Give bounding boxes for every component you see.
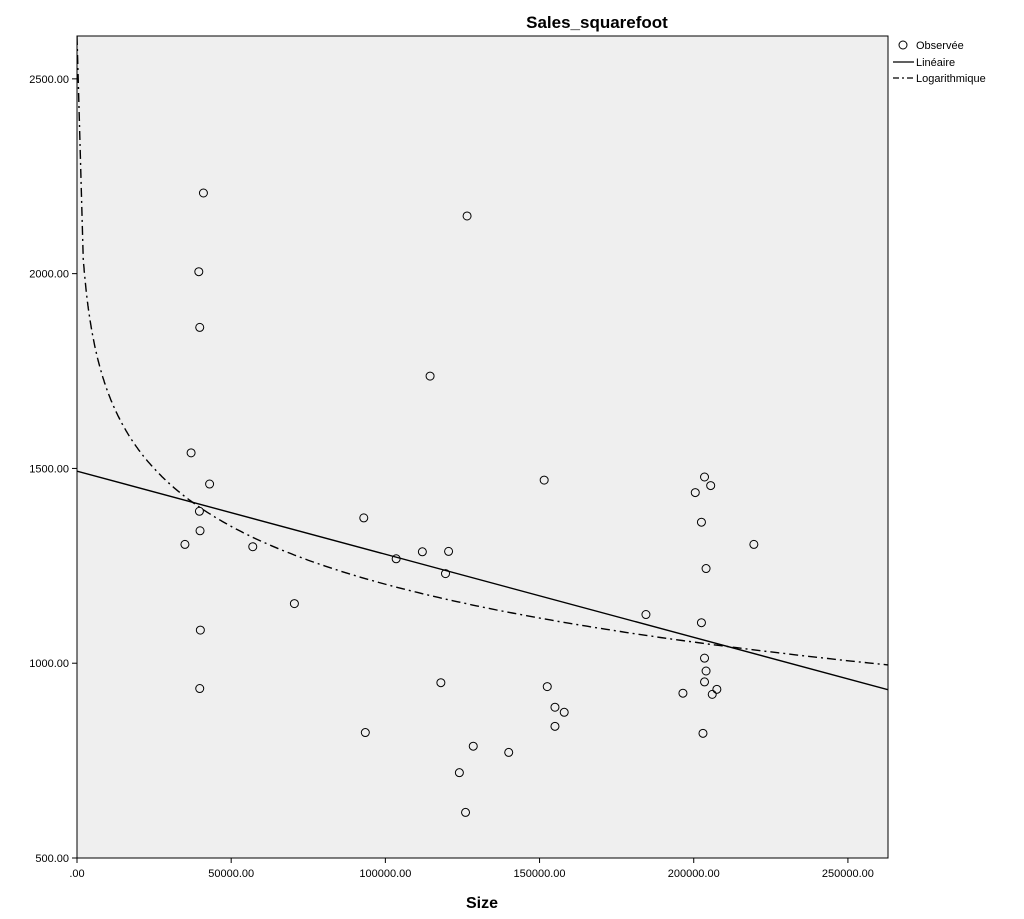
observed-point: [194, 267, 204, 277]
observed-point: [198, 188, 208, 198]
legend-observed-label: Observée: [916, 40, 964, 52]
observed-point: [180, 539, 190, 549]
observed-point: [559, 707, 569, 717]
observed-point: [690, 488, 700, 498]
y-tick-label: 500.00: [35, 853, 69, 865]
observed-point: [454, 768, 464, 778]
observed-point: [248, 542, 258, 552]
linear-fit-line: [77, 470, 888, 691]
plot-area: [76, 35, 889, 859]
observed-point: [194, 506, 204, 516]
legend: Observée Linéaire Logarithmique: [893, 40, 986, 85]
y-axis: 500.00 1000.00 1500.00 2000.00 2500.00: [29, 74, 77, 865]
observed-point: [707, 689, 717, 699]
x-tick-label: 100000.00: [359, 868, 411, 880]
observed-point: [706, 481, 716, 491]
observed-point: [700, 472, 710, 482]
chart-title: Sales_squarefoot: [526, 13, 668, 32]
y-tick-label: 2500.00: [29, 74, 69, 86]
observed-point: [425, 371, 435, 381]
observed-point: [700, 653, 710, 663]
observed-point: [289, 599, 299, 609]
x-axis-title: Size: [466, 895, 498, 912]
observed-point: [391, 554, 401, 564]
legend-observed-marker: [898, 40, 908, 50]
x-tick-label: 250000.00: [822, 868, 874, 880]
observed-point: [468, 741, 478, 751]
observed-point: [696, 517, 706, 527]
observed-point: [504, 747, 514, 757]
observed-point: [195, 322, 205, 332]
x-tick-label: 150000.00: [514, 868, 566, 880]
y-tick-label: 2000.00: [29, 269, 69, 281]
legend-linear-label: Linéaire: [916, 57, 955, 69]
x-axis: .00 50000.00 100000.00 150000.00 200000.00 25…: [69, 858, 874, 880]
observed-points: [180, 188, 759, 817]
x-tick-label: 200000.00: [668, 868, 720, 880]
observed-point: [359, 513, 369, 523]
observed-point: [712, 684, 722, 694]
observed-point: [700, 677, 710, 687]
x-tick-label: 50000.00: [208, 868, 254, 880]
observed-point: [186, 448, 196, 458]
fit-lines: [77, 36, 888, 691]
observed-point: [701, 666, 711, 676]
observed-point: [701, 564, 711, 574]
observed-point: [550, 721, 560, 731]
observed-point: [678, 688, 688, 698]
observed-point: [436, 678, 446, 688]
observed-point: [696, 618, 706, 628]
observed-point: [550, 702, 560, 712]
observed-point: [195, 526, 205, 536]
observed-point: [461, 807, 471, 817]
observed-point: [749, 539, 759, 549]
logarithmic-fit-line: [77, 36, 888, 666]
observed-point: [360, 728, 370, 738]
legend-log-label: Logarithmique: [916, 73, 986, 85]
observed-point: [195, 625, 205, 635]
observed-point: [462, 211, 472, 221]
observed-point: [444, 546, 454, 556]
observed-point: [417, 547, 427, 557]
observed-point: [641, 610, 651, 620]
y-tick-label: 1000.00: [29, 658, 69, 670]
y-tick-label: 1500.00: [29, 463, 69, 475]
observed-point: [539, 475, 549, 485]
observed-point: [542, 682, 552, 692]
x-tick-label: .00: [69, 868, 84, 880]
observed-point: [195, 684, 205, 694]
observed-point: [440, 569, 450, 579]
observed-point: [205, 479, 215, 489]
observed-point: [698, 728, 708, 738]
